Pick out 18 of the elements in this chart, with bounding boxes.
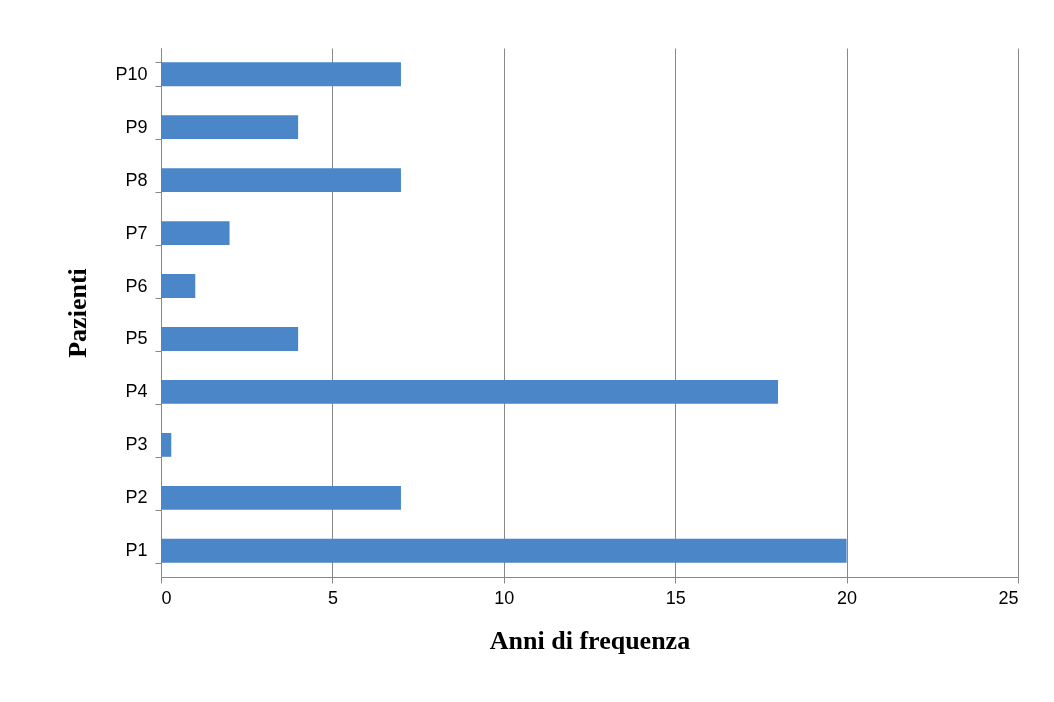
y-tick-label: P5 bbox=[125, 328, 148, 349]
x-tick-label: 10 bbox=[494, 587, 515, 608]
x-tick-label: 15 bbox=[665, 587, 686, 608]
y-tick-label: P10 bbox=[115, 63, 148, 84]
y-tick-label: P8 bbox=[125, 169, 148, 190]
x-tick-label: 5 bbox=[327, 587, 338, 608]
y-tick-label: P1 bbox=[125, 540, 148, 561]
y-tick-label: P3 bbox=[125, 434, 148, 455]
y-tick-label: P7 bbox=[125, 222, 148, 243]
x-tick-label: 25 bbox=[998, 587, 1019, 608]
y-tick-label: P4 bbox=[125, 381, 148, 402]
x-axis-title: Anni di frequenza bbox=[489, 625, 691, 655]
y-tick-label: P6 bbox=[125, 275, 148, 296]
x-tick-label: 20 bbox=[837, 587, 858, 608]
y-axis-title: Pazienti bbox=[63, 268, 93, 358]
y-tick-label: P2 bbox=[125, 487, 148, 508]
x-tick-label: 0 bbox=[161, 587, 172, 608]
y-tick-label: P9 bbox=[125, 116, 148, 137]
